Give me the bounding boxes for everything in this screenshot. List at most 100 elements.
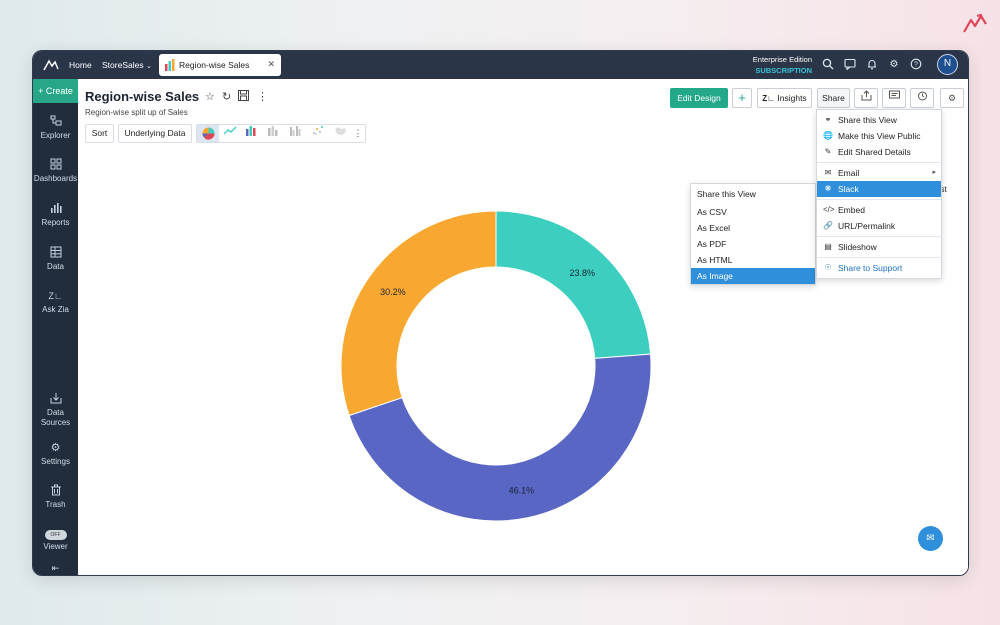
sidebar-item-label: Settings [41,457,70,466]
sidebar: + Create Explorer Dashboards Reports Dat… [33,79,78,575]
settings-icon: ⚙ [50,442,61,454]
save-icon[interactable] [238,90,249,104]
globe-icon: 🌐 [823,131,833,140]
nav-home[interactable]: Home [69,60,92,70]
make-view-public-item[interactable]: 🌐 Make this View Public [817,128,941,144]
grouped-bar-icon[interactable] [285,125,307,142]
menu-item-label: Email [838,168,860,178]
share-icon: ⚭ [824,115,832,124]
add-button[interactable]: + [732,88,752,108]
code-icon: </> [823,205,835,214]
sidebar-item-settings[interactable]: ⚙ Settings [33,441,78,467]
export-as-html[interactable]: As HTML [697,255,733,265]
scatter-chart-icon[interactable] [307,125,329,142]
export-as-csv[interactable]: As CSV [697,207,727,217]
bell-icon[interactable] [865,58,879,72]
toggle-icon[interactable]: OFF [44,530,67,540]
sidebar-item-label-line1: Data [47,408,64,417]
data-icon [33,246,78,260]
line-chart-icon[interactable] [219,125,241,142]
pie-chart-icon[interactable] [197,125,219,142]
avatar[interactable]: N [937,54,958,75]
link-icon: 🔗 [823,221,833,230]
bar-chart-icon[interactable] [241,125,263,142]
slideshow-item[interactable]: ▤ Slideshow [817,239,941,255]
export-as-excel[interactable]: As Excel [697,223,731,233]
slideshow-icon: ▤ [824,242,832,251]
slack-item[interactable]: ❋ Slack [817,181,941,197]
url-permalink-item[interactable]: 🔗 URL/Permalink [817,218,941,234]
edition-name: Enterprise Edition [752,55,812,64]
support-icon: ☉ [824,263,832,272]
import-icon [33,392,78,406]
email-item[interactable]: ✉ Email ▸ [817,165,941,181]
menu-item-label: Slideshow [838,242,877,252]
gear-icon[interactable]: ⚙ [889,59,899,70]
share-this-view-item[interactable]: ⚭ Share this View [817,112,941,128]
export-icon[interactable] [854,88,878,108]
tab-region-wise-sales[interactable]: Region-wise Sales ✕ [159,54,281,76]
refresh-icon[interactable]: ↻ [222,91,232,103]
sidebar-item-label-line2: Sources [40,418,71,427]
more-vertical-icon[interactable]: ⋮ [257,91,268,103]
slack-icon: ❋ [824,184,832,193]
sidebar-item-reports[interactable]: Reports [33,202,78,228]
nav-workspace-label: StoreSales [102,60,144,70]
sidebar-item-trash[interactable]: Trash [33,484,78,510]
submenu-header: Share this View [697,189,756,199]
sidebar-item-label: Dashboards [33,174,78,183]
close-icon[interactable]: ✕ [267,59,275,69]
sidebar-item-data[interactable]: Data [33,246,78,272]
nav-workspace[interactable]: StoreSales ⌄ [102,60,152,70]
embed-item[interactable]: </> Embed [817,202,941,218]
app-logo-icon[interactable] [43,57,59,73]
star-icon[interactable]: ☆ [205,91,215,103]
donut-slice[interactable] [348,353,652,522]
menu-item-label: URL/Permalink [838,221,896,231]
menu-item-label: Embed [838,205,865,215]
sidebar-item-explorer[interactable]: Explorer [33,115,78,141]
menu-item-label: Make this View Public [838,131,921,141]
sort-button[interactable]: Sort [85,124,114,143]
sidebar-item-dashboards[interactable]: Dashboards [33,158,78,184]
search-icon[interactable] [821,58,835,72]
stacked-bar-icon[interactable] [263,125,285,142]
message-icon[interactable] [843,58,857,72]
mail-icon: ✉ [824,168,832,177]
chevron-down-icon: ⌄ [145,63,152,70]
export-as-pdf[interactable]: As PDF [697,239,727,249]
sidebar-item-label: Reports [41,218,70,227]
trash-icon [33,484,78,498]
underlying-data-button[interactable]: Underlying Data [118,124,192,143]
dashboards-icon [33,158,78,172]
collapse-sidebar-icon[interactable]: ⇤ [51,563,60,573]
share-to-support-item[interactable]: ☉ Share to Support [817,260,941,276]
comment-icon[interactable] [882,88,906,108]
edit-design-button[interactable]: Edit Design [670,88,728,108]
pencil-icon: ✎ [824,147,832,156]
export-as-image[interactable]: As Image [691,268,815,284]
subscription-link[interactable]: SUBSCRIPTION [755,66,812,75]
settings-icon[interactable]: ⚙ [940,88,964,108]
insights-label: Insights [777,93,807,103]
edit-shared-details-item[interactable]: ✎ Edit Shared Details [817,144,941,160]
sidebar-item-viewer[interactable]: OFF Viewer [33,530,78,552]
zia-icon: Z∟ [762,94,776,103]
menu-divider [817,199,941,200]
share-button[interactable]: Share [817,88,850,108]
sidebar-item-data-sources[interactable]: Data Sources [33,392,78,428]
map-chart-icon[interactable] [329,125,351,142]
slice-label: 46.1% [509,485,535,495]
create-button[interactable]: + Create [33,79,78,103]
alarm-icon[interactable] [910,88,934,108]
sidebar-item-ask-zia[interactable]: Z∟ Ask Zia [33,289,78,315]
donut-slice[interactable] [340,210,497,417]
more-vertical-icon[interactable]: ⋮ [353,128,363,138]
insights-button[interactable]: Z∟ Insights [757,88,812,108]
chart-type-selector: ⋮ [196,124,366,143]
chat-support-button[interactable]: ✉ [918,526,943,551]
donut-slice[interactable] [495,210,652,359]
menu-item-label: Share to Support [838,263,903,273]
help-icon[interactable]: ? [909,58,923,72]
sidebar-item-label: Viewer [43,542,68,551]
